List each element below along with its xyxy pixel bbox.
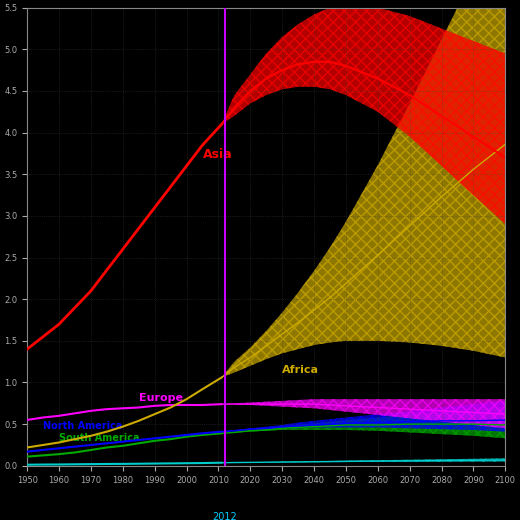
- Text: Africa: Africa: [282, 365, 319, 374]
- Text: Asia: Asia: [202, 148, 232, 161]
- Text: South America: South America: [59, 433, 139, 443]
- Text: 2012: 2012: [212, 512, 237, 520]
- Text: Europe: Europe: [139, 393, 183, 403]
- Text: North America: North America: [43, 421, 122, 431]
